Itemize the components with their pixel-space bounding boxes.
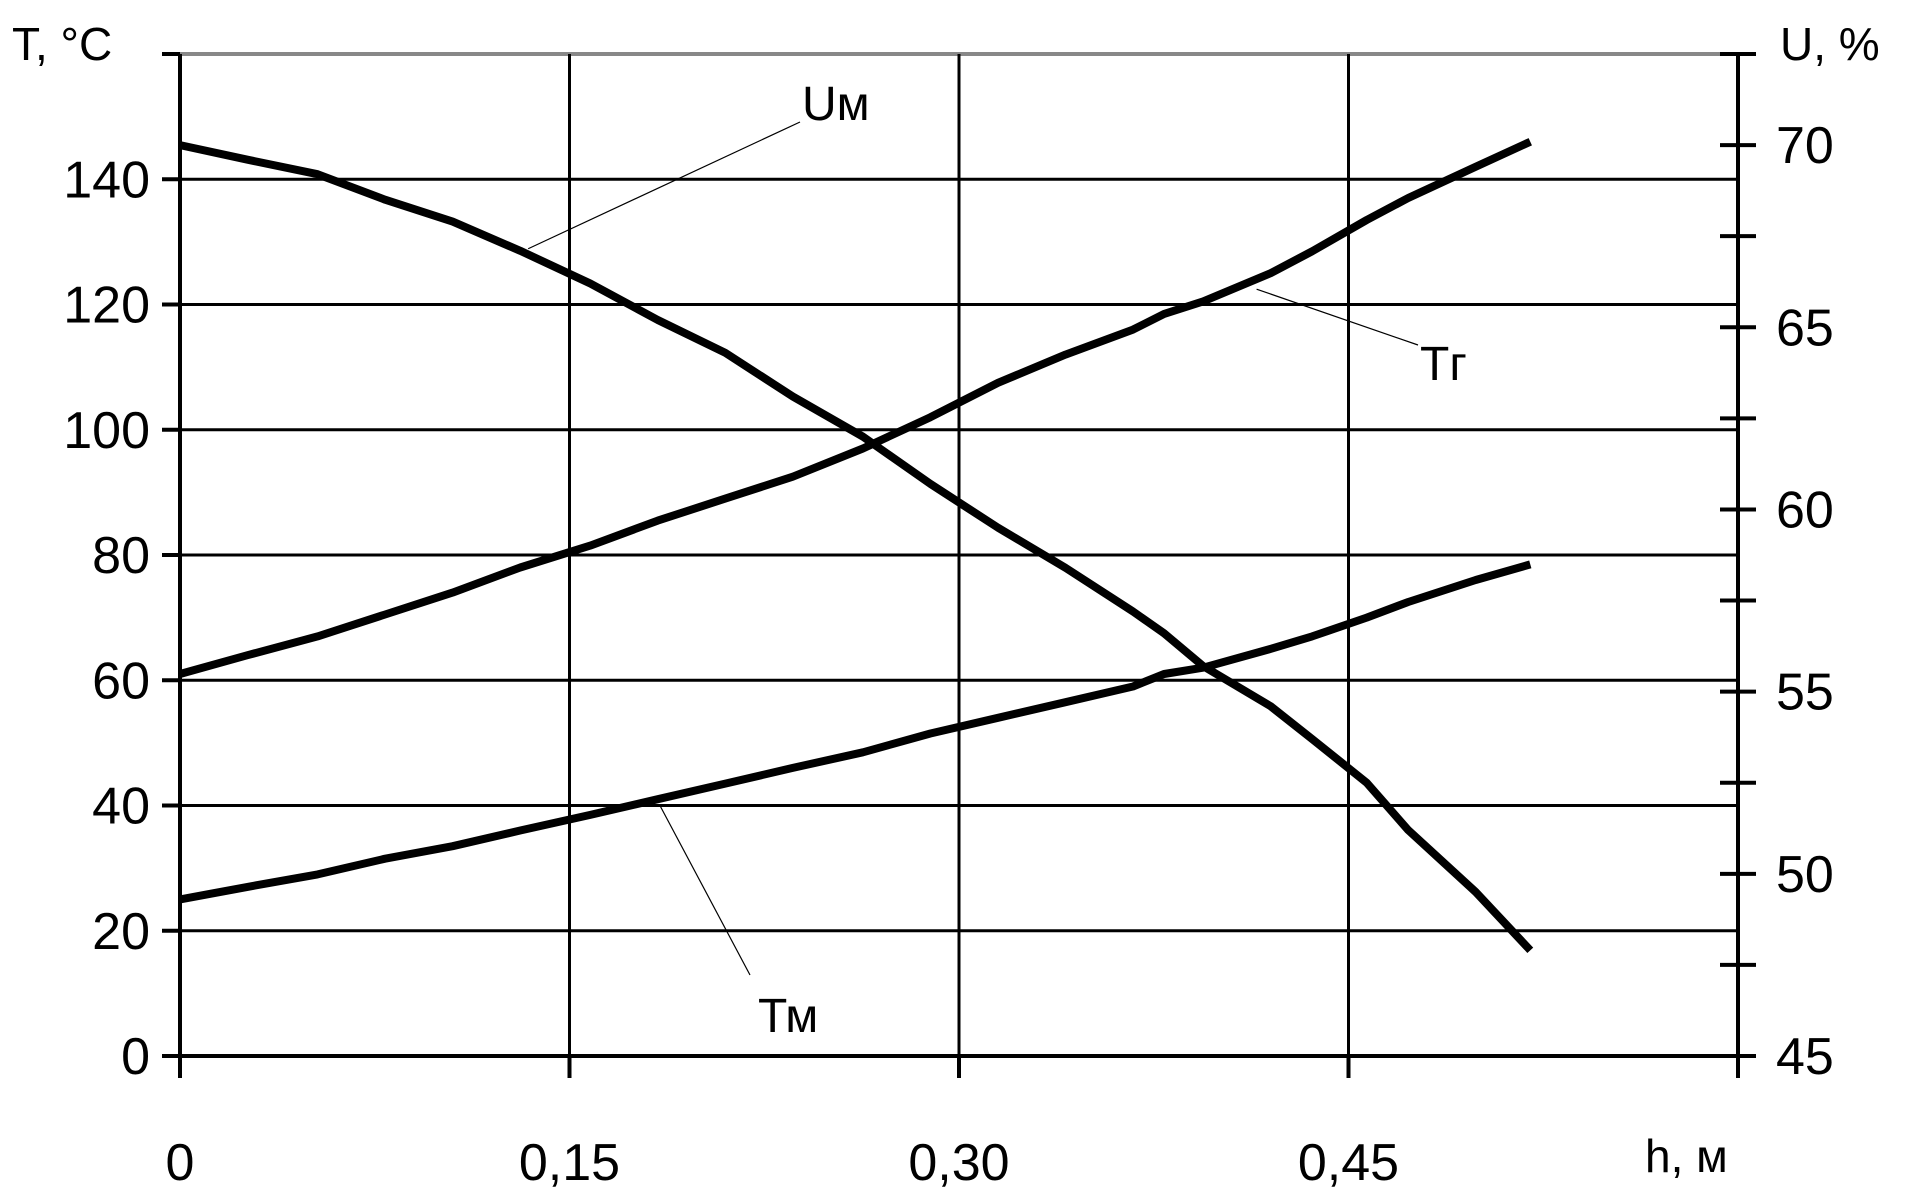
series-line-um [179,141,1534,954]
leader-line-um [527,121,801,250]
series-label-tg: Тг [1420,338,1467,391]
y-left-tick-label: 80 [92,527,150,585]
leader-line-tg [1256,288,1419,346]
y-left-tick-label: 20 [92,903,150,961]
y-left-axis-title: T, °C [12,18,112,70]
grid [180,52,1738,1056]
tick-labels: 0 20 40 60 80 100 120 140 0 0,15 0,30 0,45 45 50 55 60 6… [63,117,1834,1192]
x-tick-label: 0,15 [519,1134,620,1192]
x-tick-label: 0 [166,1134,195,1192]
y-left-tick-label: 0 [121,1028,150,1086]
y-left-tick-label: 140 [63,151,150,209]
x-tick-label: 0,30 [908,1134,1009,1192]
series-labels: Uм Тг Тм [527,78,1467,1043]
y-right-tick-label: 60 [1776,481,1834,539]
y-right-tick-label: 50 [1776,846,1834,904]
y-left-tick-label: 60 [92,652,150,710]
y-left-tick-label: 120 [63,277,150,335]
series-label-tm: Тм [758,990,818,1043]
x-axis-title: h, м [1645,1130,1728,1182]
series [178,138,1534,954]
y-left-tick-label: 100 [63,402,150,460]
y-right-tick-label: 55 [1776,664,1834,722]
series-line-tm [179,560,1532,904]
leader-line-tm [659,804,751,976]
axes [162,52,1756,1078]
y-left-tick-label: 40 [92,778,150,836]
y-right-tick-label: 70 [1776,117,1834,175]
y-right-tick-label: 45 [1776,1028,1834,1086]
series-label-um: Uм [802,78,870,131]
y-right-axis-title: U, % [1780,18,1880,70]
x-tick-label: 0,45 [1298,1134,1399,1192]
y-right-tick-label: 65 [1776,299,1834,357]
series-line-tg [178,138,1532,678]
